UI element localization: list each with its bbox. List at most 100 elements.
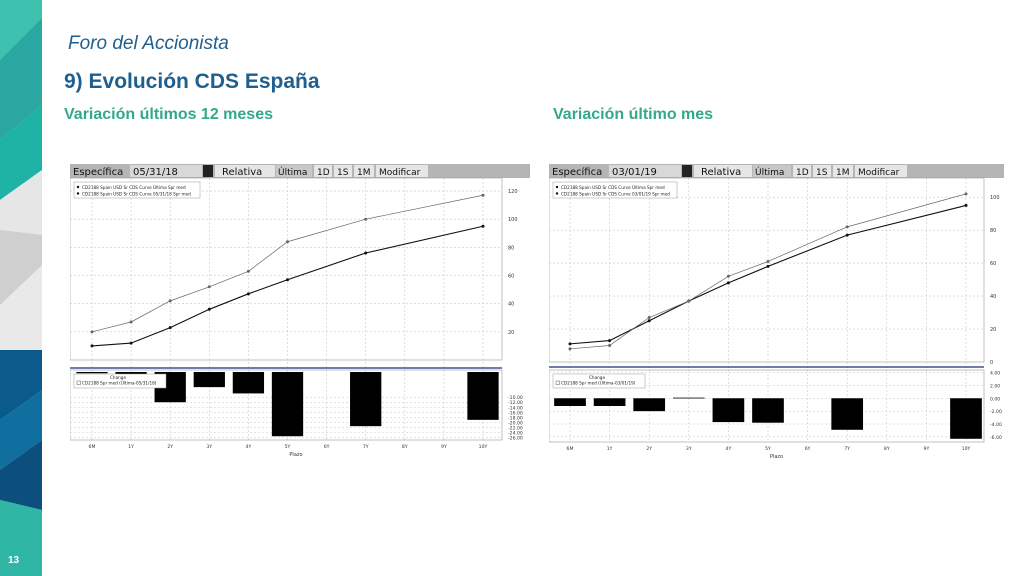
subtitle-1m: Variación último mes — [553, 106, 714, 123]
relativa-button[interactable] — [215, 165, 275, 177]
series-1-point — [286, 278, 289, 282]
change-tick-label: -14.00 — [508, 405, 523, 411]
page-number: 13 — [8, 555, 20, 566]
series-2-point — [845, 225, 849, 229]
series-2-point — [481, 193, 485, 197]
y-tick-label: 100 — [990, 195, 1000, 201]
change-legend-swatch — [76, 380, 81, 385]
1s-button[interactable] — [334, 165, 352, 177]
change-tick-label: -18.00 — [508, 415, 523, 421]
change-bar — [633, 398, 666, 412]
x-tick-label: 10Y — [962, 446, 971, 452]
chart-panel-12m: Específica 05/31/18 Relativa Última 1D 1… — [69, 164, 530, 469]
date-field[interactable] — [609, 165, 681, 177]
date-field-text: 05/31/18 — [133, 167, 178, 178]
modificar-button[interactable] — [855, 165, 907, 177]
series-1-point — [481, 224, 485, 228]
ultima-button[interactable] — [276, 165, 312, 177]
1d-label: 1D — [317, 168, 330, 178]
x-tick-label: 6M — [567, 446, 574, 452]
date-dropdown[interactable] — [682, 165, 692, 177]
y-tick-label: 60 — [990, 261, 996, 267]
change-tick-label: 4.00 — [990, 371, 1000, 377]
legend-box — [73, 181, 201, 199]
1d-button[interactable] — [314, 165, 332, 177]
change-bar — [752, 398, 784, 423]
legend-entry: CD2188 Spain USD Sr CDS Curve Última Spr… — [82, 185, 186, 190]
1s-label: 1S — [816, 168, 828, 178]
chart-svg-12m: Específica 05/31/18 Relativa Última 1D 1… — [69, 164, 530, 458]
x-tick-label: 6M — [89, 444, 96, 450]
change-legend-swatch — [555, 380, 560, 385]
x-tick-label: 8Y — [884, 446, 890, 452]
x-tick-label: 10Y — [479, 444, 488, 450]
date-dropdown[interactable] — [203, 165, 213, 177]
bottom-plot-frame — [548, 369, 985, 443]
series-2-point — [964, 192, 968, 196]
change-tick-label: -2.00 — [990, 409, 1002, 415]
series-1-point — [964, 203, 968, 207]
date-field[interactable] — [130, 165, 202, 177]
ultima-label: Última — [755, 166, 784, 178]
x-tick-label: 9Y — [441, 444, 447, 450]
change-tick-label: -6.00 — [990, 435, 1002, 441]
change-legend-title: Change — [589, 375, 605, 380]
series-1-point — [568, 342, 572, 346]
chart-svg-1m: Específica 03/01/19 Relativa Última 1D 1… — [548, 164, 1004, 460]
1m-button[interactable] — [354, 165, 374, 177]
change-tick-label: -22.00 — [508, 425, 523, 431]
change-tick-label: 2.00 — [990, 383, 1000, 389]
modificar-button[interactable] — [376, 165, 428, 177]
x-tick-label: 7Y — [363, 444, 369, 450]
legend-marker — [555, 192, 559, 195]
series-2-point — [246, 269, 250, 273]
series-line-1 — [91, 225, 484, 347]
y-tick-label: 80 — [990, 228, 996, 234]
series-1-point — [845, 233, 849, 237]
series-2-point — [207, 285, 211, 289]
change-legend-entry: CD2188 Spr med (Última-03/01/19) — [561, 381, 636, 386]
1s-button[interactable] — [813, 165, 831, 177]
date-field-text: 03/01/19 — [612, 167, 657, 178]
1m-button[interactable] — [833, 165, 853, 177]
series-1-point — [129, 341, 133, 345]
top-plot-frame — [548, 177, 985, 363]
ultima-label: Última — [278, 166, 307, 178]
series-2-point — [687, 299, 691, 303]
x-axis-label: Plazo — [770, 454, 783, 460]
relativa-label: Relativa — [222, 167, 262, 178]
series-1-point — [207, 307, 211, 311]
series-1-point — [766, 264, 770, 268]
y-tick-label: 40 — [508, 302, 514, 308]
x-tick-label: 6Y — [324, 444, 330, 450]
1d-button[interactable] — [793, 165, 811, 177]
y-tick-label: 120 — [508, 189, 518, 195]
series-2-point — [90, 330, 94, 334]
y-tick-label: 80 — [508, 245, 514, 251]
legend-marker — [76, 192, 80, 195]
x-tick-label: 9Y — [924, 446, 930, 452]
series-2-point — [168, 299, 172, 303]
x-tick-label: 2Y — [646, 446, 652, 452]
series-2-point — [129, 320, 133, 324]
x-tick-label: 4Y — [726, 446, 732, 452]
series-line-2 — [569, 193, 967, 350]
ultima-button[interactable] — [753, 165, 791, 177]
change-bar — [271, 372, 304, 437]
x-tick-label: 3Y — [686, 446, 692, 452]
x-tick-label: 1Y — [128, 444, 134, 450]
change-bar — [672, 397, 705, 399]
1m-label: 1M — [836, 168, 850, 178]
series-line-1 — [569, 204, 967, 345]
change-bar — [467, 372, 499, 420]
relativa-button[interactable] — [694, 165, 752, 177]
legend-entry: CD2188 Spain USD Sr CDS Curve Última Spr… — [561, 185, 665, 190]
series-1-point — [364, 251, 368, 255]
1m-label: 1M — [357, 168, 371, 178]
1s-label: 1S — [337, 168, 349, 178]
change-tick-label: -24.00 — [508, 430, 523, 436]
y-tick-label: 20 — [990, 327, 996, 333]
plot-area-12m: 20 40 60 80 100 120 CD2188 Spain USD Sr CDS Cu… — [69, 177, 523, 458]
especifica-label: Específica — [552, 166, 602, 178]
x-tick-label: 5Y — [285, 444, 291, 450]
